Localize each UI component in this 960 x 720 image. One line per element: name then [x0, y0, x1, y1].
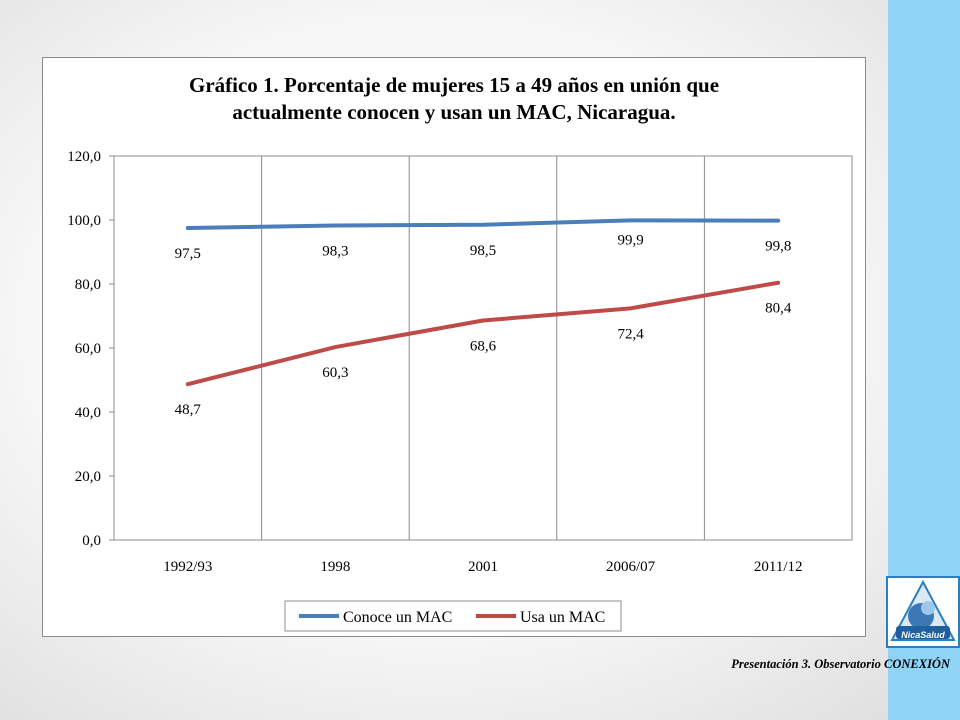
nicasalud-logo: NicaSalud [886, 576, 960, 648]
logo-brand-text: NicaSalud [901, 630, 945, 640]
line-chart: 0,0 20,0 40,0 60,0 80,0 100,0 120,0 1992/93 1998… [67, 149, 853, 632]
footer-caption: Presentación 3. Observatorio CONEXIÓN [731, 657, 950, 672]
chart-frame: Gráfico 1. Porcentaje de mujeres 15 a 49… [42, 57, 866, 637]
x-tick-label: 1998 [320, 559, 350, 575]
footer-emphasis: CONEXIÓN [884, 657, 950, 671]
y-tick-label: 20,0 [75, 469, 101, 485]
chart-title-line-1: Gráfico 1. Porcentaje de mujeres 15 a 49… [188, 73, 720, 97]
y-tick-label: 0,0 [82, 533, 101, 549]
data-label: 98,5 [470, 243, 496, 259]
data-label: 60,3 [322, 365, 348, 381]
y-tick-label: 60,0 [75, 341, 101, 357]
x-tick-label: 1992/93 [163, 559, 212, 575]
data-label: 72,4 [617, 326, 644, 342]
y-tick-label: 40,0 [75, 405, 101, 421]
x-tick-label: 2001 [468, 559, 498, 575]
y-tick-label: 80,0 [75, 277, 101, 293]
legend-box [284, 600, 622, 632]
data-label: 48,7 [175, 402, 202, 418]
series-line-1 [185, 280, 781, 387]
chart-title-line-2: actualmente conocen y usan un MAC, Nicar… [232, 100, 676, 124]
x-tick-label: 2006/07 [606, 559, 656, 575]
chart-title: Gráfico 1. Porcentaje de mujeres 15 a 49… [43, 72, 865, 126]
data-label: 99,8 [765, 239, 791, 255]
data-label: 97,5 [175, 246, 201, 262]
data-label: 99,9 [617, 232, 643, 248]
data-label: 98,3 [322, 243, 348, 259]
series-line-0 [185, 218, 781, 230]
y-tick-label: 120,0 [67, 149, 101, 165]
footer-prefix: Presentación 3. Observatorio [731, 657, 884, 671]
data-label: 68,6 [470, 338, 497, 354]
y-tick-label: 100,0 [67, 213, 101, 229]
x-tick-label: 2011/12 [754, 559, 803, 575]
legend-label: Usa un MAC [520, 609, 605, 626]
logo-emblem-icon [890, 579, 956, 641]
data-label: 80,4 [765, 301, 792, 317]
legend-label: Conoce un MAC [343, 609, 452, 626]
